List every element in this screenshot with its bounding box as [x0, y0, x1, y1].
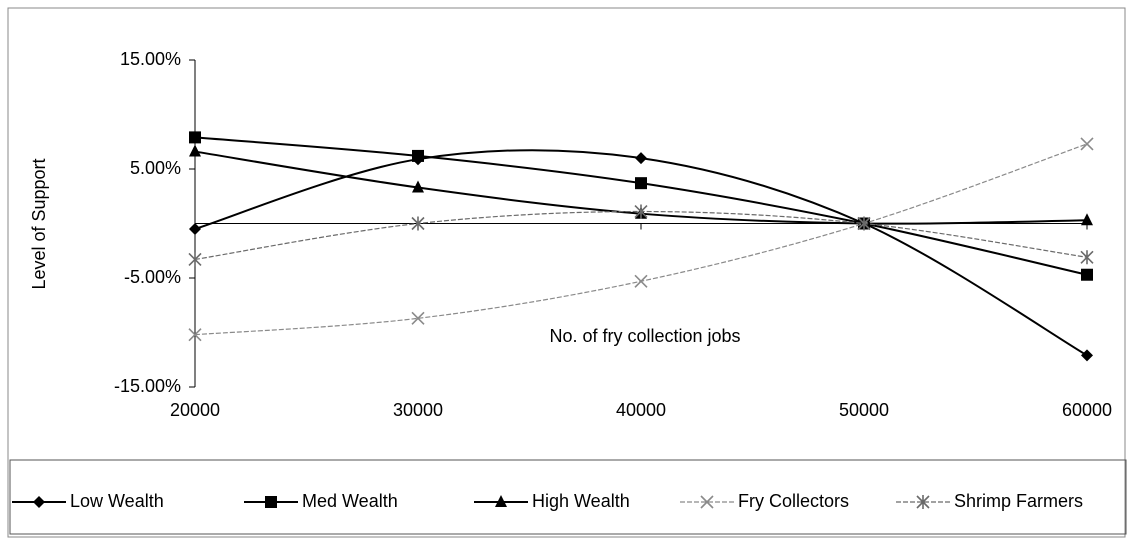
legend-label: Low Wealth: [70, 491, 164, 511]
legend-label: High Wealth: [532, 491, 630, 511]
x-axis-title: No. of fry collection jobs: [549, 326, 740, 346]
y-tick-label: -15.00%: [114, 376, 181, 396]
marker: [33, 496, 45, 508]
y-axis-title: Level of Support: [29, 158, 49, 289]
x-tick-label: 40000: [616, 400, 666, 420]
marker: [411, 311, 425, 325]
x-tick-label: 50000: [839, 400, 889, 420]
marker: [1080, 137, 1094, 151]
marker: [635, 177, 647, 190]
marker: [1081, 213, 1093, 226]
x-tick-label: 20000: [170, 400, 220, 420]
legend-label: Med Wealth: [302, 491, 398, 511]
y-tick-label: 5.00%: [130, 158, 181, 178]
marker: [700, 495, 714, 509]
marker: [857, 216, 871, 231]
x-tick-label: 30000: [393, 400, 443, 420]
chart-frame: [7, 7, 1126, 538]
marker: [188, 328, 202, 342]
marker: [634, 204, 648, 219]
marker: [1080, 250, 1094, 265]
marker: [265, 496, 277, 508]
legend-box: [9, 459, 1127, 535]
legend-label: Fry Collectors: [738, 491, 849, 511]
marker: [495, 495, 507, 507]
y-tick-label: -5.00%: [124, 267, 181, 287]
marker: [412, 149, 424, 162]
marker: [188, 252, 202, 267]
marker: [1081, 268, 1093, 281]
x-tick-label: 60000: [1062, 400, 1112, 420]
y-tick-label: 15.00%: [120, 49, 181, 69]
marker: [411, 216, 425, 231]
marker: [189, 131, 201, 144]
marker: [635, 152, 647, 165]
marker: [1081, 349, 1093, 362]
legend-label: Shrimp Farmers: [954, 491, 1083, 511]
marker: [916, 495, 930, 509]
marker: [189, 144, 201, 157]
marker: [412, 180, 424, 193]
marker: [189, 222, 201, 235]
marker: [634, 274, 648, 288]
